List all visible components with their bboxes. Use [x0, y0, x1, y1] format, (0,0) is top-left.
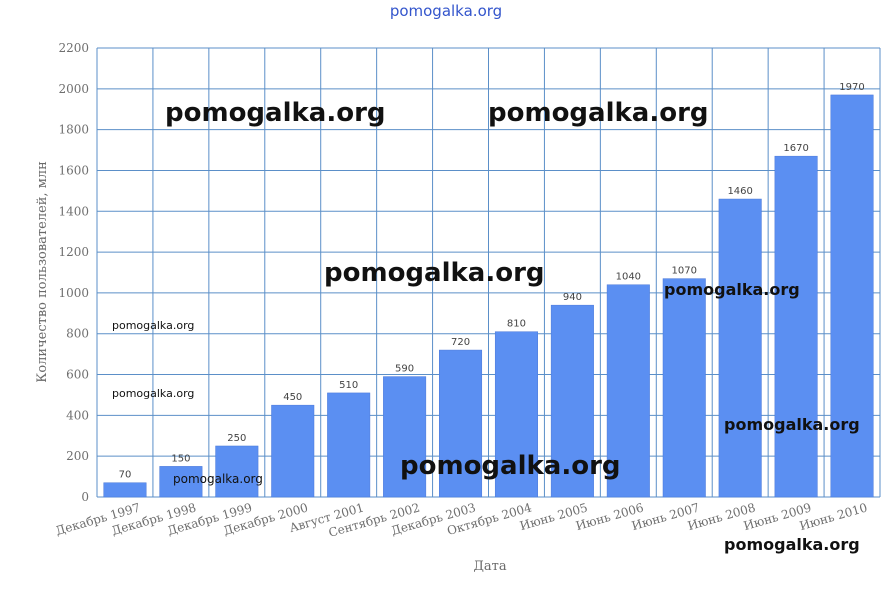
watermark: pomogalka.org: [488, 98, 709, 128]
watermark: pomogalka.org: [664, 280, 800, 299]
bar: [327, 392, 371, 498]
bars: [103, 94, 874, 498]
x-axis-title: Дата: [473, 559, 507, 574]
watermark: pomogalka.org: [173, 472, 263, 486]
y-tick-label: 1000: [58, 286, 89, 300]
data-label: 1040: [616, 272, 641, 283]
bar: [271, 404, 315, 498]
bar: [103, 482, 147, 498]
grid-lines: [96, 47, 881, 498]
y-tick-label: 600: [66, 368, 89, 382]
y-tick-label: 2000: [58, 82, 89, 96]
bar: [830, 94, 874, 498]
data-label: 450: [283, 392, 302, 403]
watermark: pomogalka.org: [165, 98, 386, 128]
watermark: pomogalka.org: [724, 415, 860, 434]
bar: [550, 304, 594, 498]
watermark-top: pomogalka.org: [389, 2, 503, 20]
y-axis-title: Количество пользователей, млн: [35, 161, 50, 382]
y-tick-labels: 0 200 400 600 800 1000 1200 1400 1600 1800 2000 220…: [58, 41, 89, 504]
data-label: 150: [171, 453, 190, 464]
data-label: 720: [451, 337, 470, 348]
watermark: pomogalka.org: [112, 319, 195, 332]
bar: [774, 155, 818, 498]
data-label: 1670: [783, 143, 808, 154]
watermark: pomogalka.org: [112, 387, 195, 400]
y-tick-label: 800: [66, 327, 89, 341]
bar: [215, 445, 259, 498]
bar: [159, 466, 203, 498]
data-labels: 70 150 250 450 510 590 720 810 940 1040 1070 1460 16…: [119, 82, 865, 481]
y-tick-label: 2200: [58, 41, 89, 55]
data-label: 940: [563, 292, 582, 303]
bar: [662, 278, 706, 498]
bar: [718, 198, 762, 498]
y-tick-label: 400: [66, 408, 89, 422]
data-label: 1070: [672, 266, 697, 277]
y-tick-label: 0: [81, 490, 89, 504]
bar: [494, 331, 538, 498]
bar: [439, 349, 483, 498]
watermark: pomogalka.org: [724, 535, 860, 554]
data-label: 590: [395, 364, 414, 375]
y-tick-label: 200: [66, 449, 89, 463]
y-tick-label: 1400: [58, 204, 89, 218]
bar: [383, 376, 427, 498]
watermark: pomogalka.org: [324, 258, 545, 288]
data-label: 510: [339, 380, 358, 391]
watermark: pomogalka.org: [400, 451, 621, 481]
y-tick-label: 1200: [58, 245, 89, 259]
y-tick-label: 1600: [58, 163, 89, 177]
data-label: 1970: [839, 82, 864, 93]
y-tick-label: 1800: [58, 123, 89, 137]
bar: [606, 284, 650, 498]
data-label: 70: [119, 470, 132, 481]
data-label: 1460: [727, 186, 752, 197]
data-label: 250: [227, 433, 246, 444]
data-label: 810: [507, 319, 526, 330]
